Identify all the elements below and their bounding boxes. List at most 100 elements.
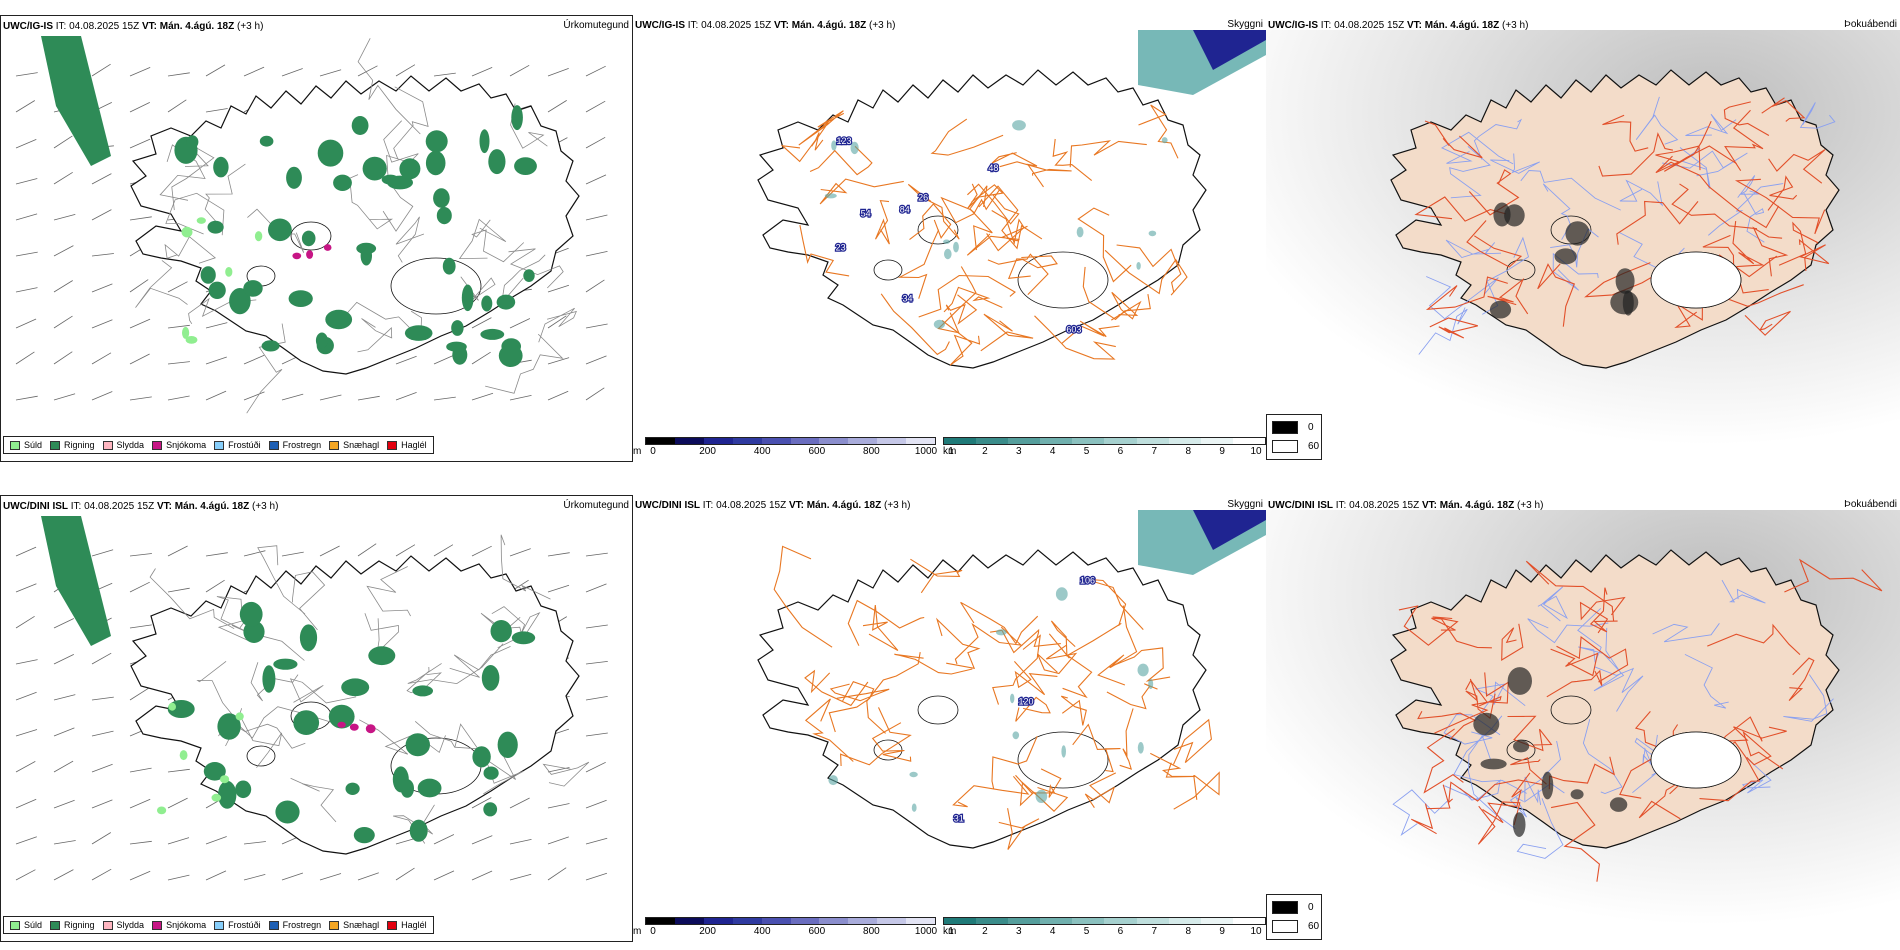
panel-title: UWC/IG-IS IT: 04.08.2025 15Z VT: Mán. 4.… — [635, 20, 896, 31]
low-vis-area — [1136, 262, 1141, 270]
wind-barb — [129, 279, 149, 293]
road — [1173, 771, 1220, 810]
wind-barb — [395, 64, 416, 77]
river — [1743, 192, 1765, 243]
legend-label: Frostregn — [282, 440, 322, 450]
road — [1077, 207, 1132, 283]
rain-area — [436, 207, 452, 225]
rain-area — [381, 174, 400, 185]
rain-area — [479, 129, 490, 154]
legend-swatch — [387, 440, 398, 450]
road — [1423, 728, 1464, 794]
road — [909, 203, 952, 241]
road — [246, 323, 286, 414]
low-vis-area — [1137, 742, 1144, 754]
rain-area — [481, 665, 500, 691]
road — [930, 118, 1004, 156]
river — [1527, 618, 1609, 644]
legend-swatch — [268, 440, 279, 450]
low-vis-area — [1010, 693, 1015, 704]
iceland — [757, 545, 1220, 850]
road — [359, 719, 446, 755]
legend-swatch — [329, 920, 340, 930]
colorbar-tick: 8 — [1185, 926, 1191, 937]
wind-barb — [15, 72, 38, 77]
road — [935, 617, 981, 670]
panel-title: UWC/DINI ISL IT: 04.08.2025 15Z VT: Mán.… — [3, 501, 279, 512]
fog-signal — [1609, 797, 1628, 812]
road — [1778, 221, 1819, 266]
wind-barb — [585, 136, 606, 149]
road — [1434, 695, 1502, 734]
wind-barb — [319, 69, 342, 77]
wind-barb — [15, 139, 37, 149]
colorbar-tick: 8 — [1185, 446, 1191, 457]
road — [1707, 623, 1801, 656]
river — [1441, 131, 1514, 165]
road — [290, 777, 337, 823]
road — [987, 255, 1058, 269]
rain-area — [425, 130, 448, 153]
road — [1768, 149, 1826, 184]
road — [1013, 661, 1058, 696]
road — [1425, 276, 1508, 310]
fog-panel-bottom: UWC/DINI ISL IT: 04.08.2025 15Z VT: Mán.… — [1266, 495, 1900, 942]
fog-key-label: 60 — [1308, 921, 1320, 932]
legend-label: Slydda — [116, 440, 145, 450]
wind-barb — [167, 545, 188, 557]
wind-barb — [433, 354, 455, 365]
road — [1537, 263, 1576, 327]
wind-barb — [167, 395, 190, 401]
road — [1579, 596, 1626, 634]
wind-barb — [471, 392, 494, 401]
vis-value-label: 26 — [918, 193, 928, 203]
road — [1550, 648, 1599, 677]
wind-barb — [395, 544, 416, 557]
legend-item: Rigning — [50, 440, 95, 450]
field-name: Skyggni — [1227, 499, 1263, 510]
rain-area — [481, 295, 493, 312]
road — [250, 662, 299, 702]
wind-barb — [547, 68, 569, 77]
colorbar-tick: 6 — [1117, 926, 1124, 937]
low-vis-area — [933, 319, 945, 329]
rain-area — [461, 284, 474, 312]
iceland — [1390, 69, 1840, 369]
colorbar-tick: 1000 — [914, 446, 938, 457]
road — [1671, 183, 1758, 230]
low-vis-area — [953, 241, 959, 253]
road — [1084, 772, 1117, 809]
rain-area — [399, 158, 421, 180]
wind-barb — [91, 549, 114, 557]
road — [1598, 132, 1674, 177]
wind-barb — [585, 661, 608, 665]
river — [1490, 153, 1540, 174]
vis-value-label: 48 — [988, 163, 998, 173]
vis-value-label: 23 — [836, 243, 846, 253]
glacier-outline — [873, 259, 903, 281]
wind-barb — [91, 868, 112, 881]
road — [485, 333, 564, 394]
glacier-outline — [917, 695, 959, 725]
legend-label: Rigning — [64, 440, 95, 450]
road — [1172, 718, 1212, 765]
wind-barb — [129, 798, 151, 809]
rain-area — [293, 710, 320, 735]
vis-value-label: 34 — [903, 293, 913, 303]
rain-area — [333, 174, 352, 191]
river — [1685, 113, 1737, 136]
wind-barb — [547, 315, 567, 329]
coastline — [757, 549, 1207, 849]
wind-barb — [205, 108, 228, 113]
road — [798, 110, 845, 147]
wind-barb — [395, 867, 415, 881]
wind-barb — [281, 393, 304, 401]
wind-barb — [15, 615, 35, 629]
rain-area — [353, 827, 375, 844]
wind-barb — [15, 100, 36, 113]
iceland — [1390, 549, 1883, 882]
wind-barb — [243, 391, 265, 401]
wind-barb — [91, 730, 114, 737]
road — [1097, 605, 1138, 686]
low-vis-area — [995, 629, 1007, 636]
